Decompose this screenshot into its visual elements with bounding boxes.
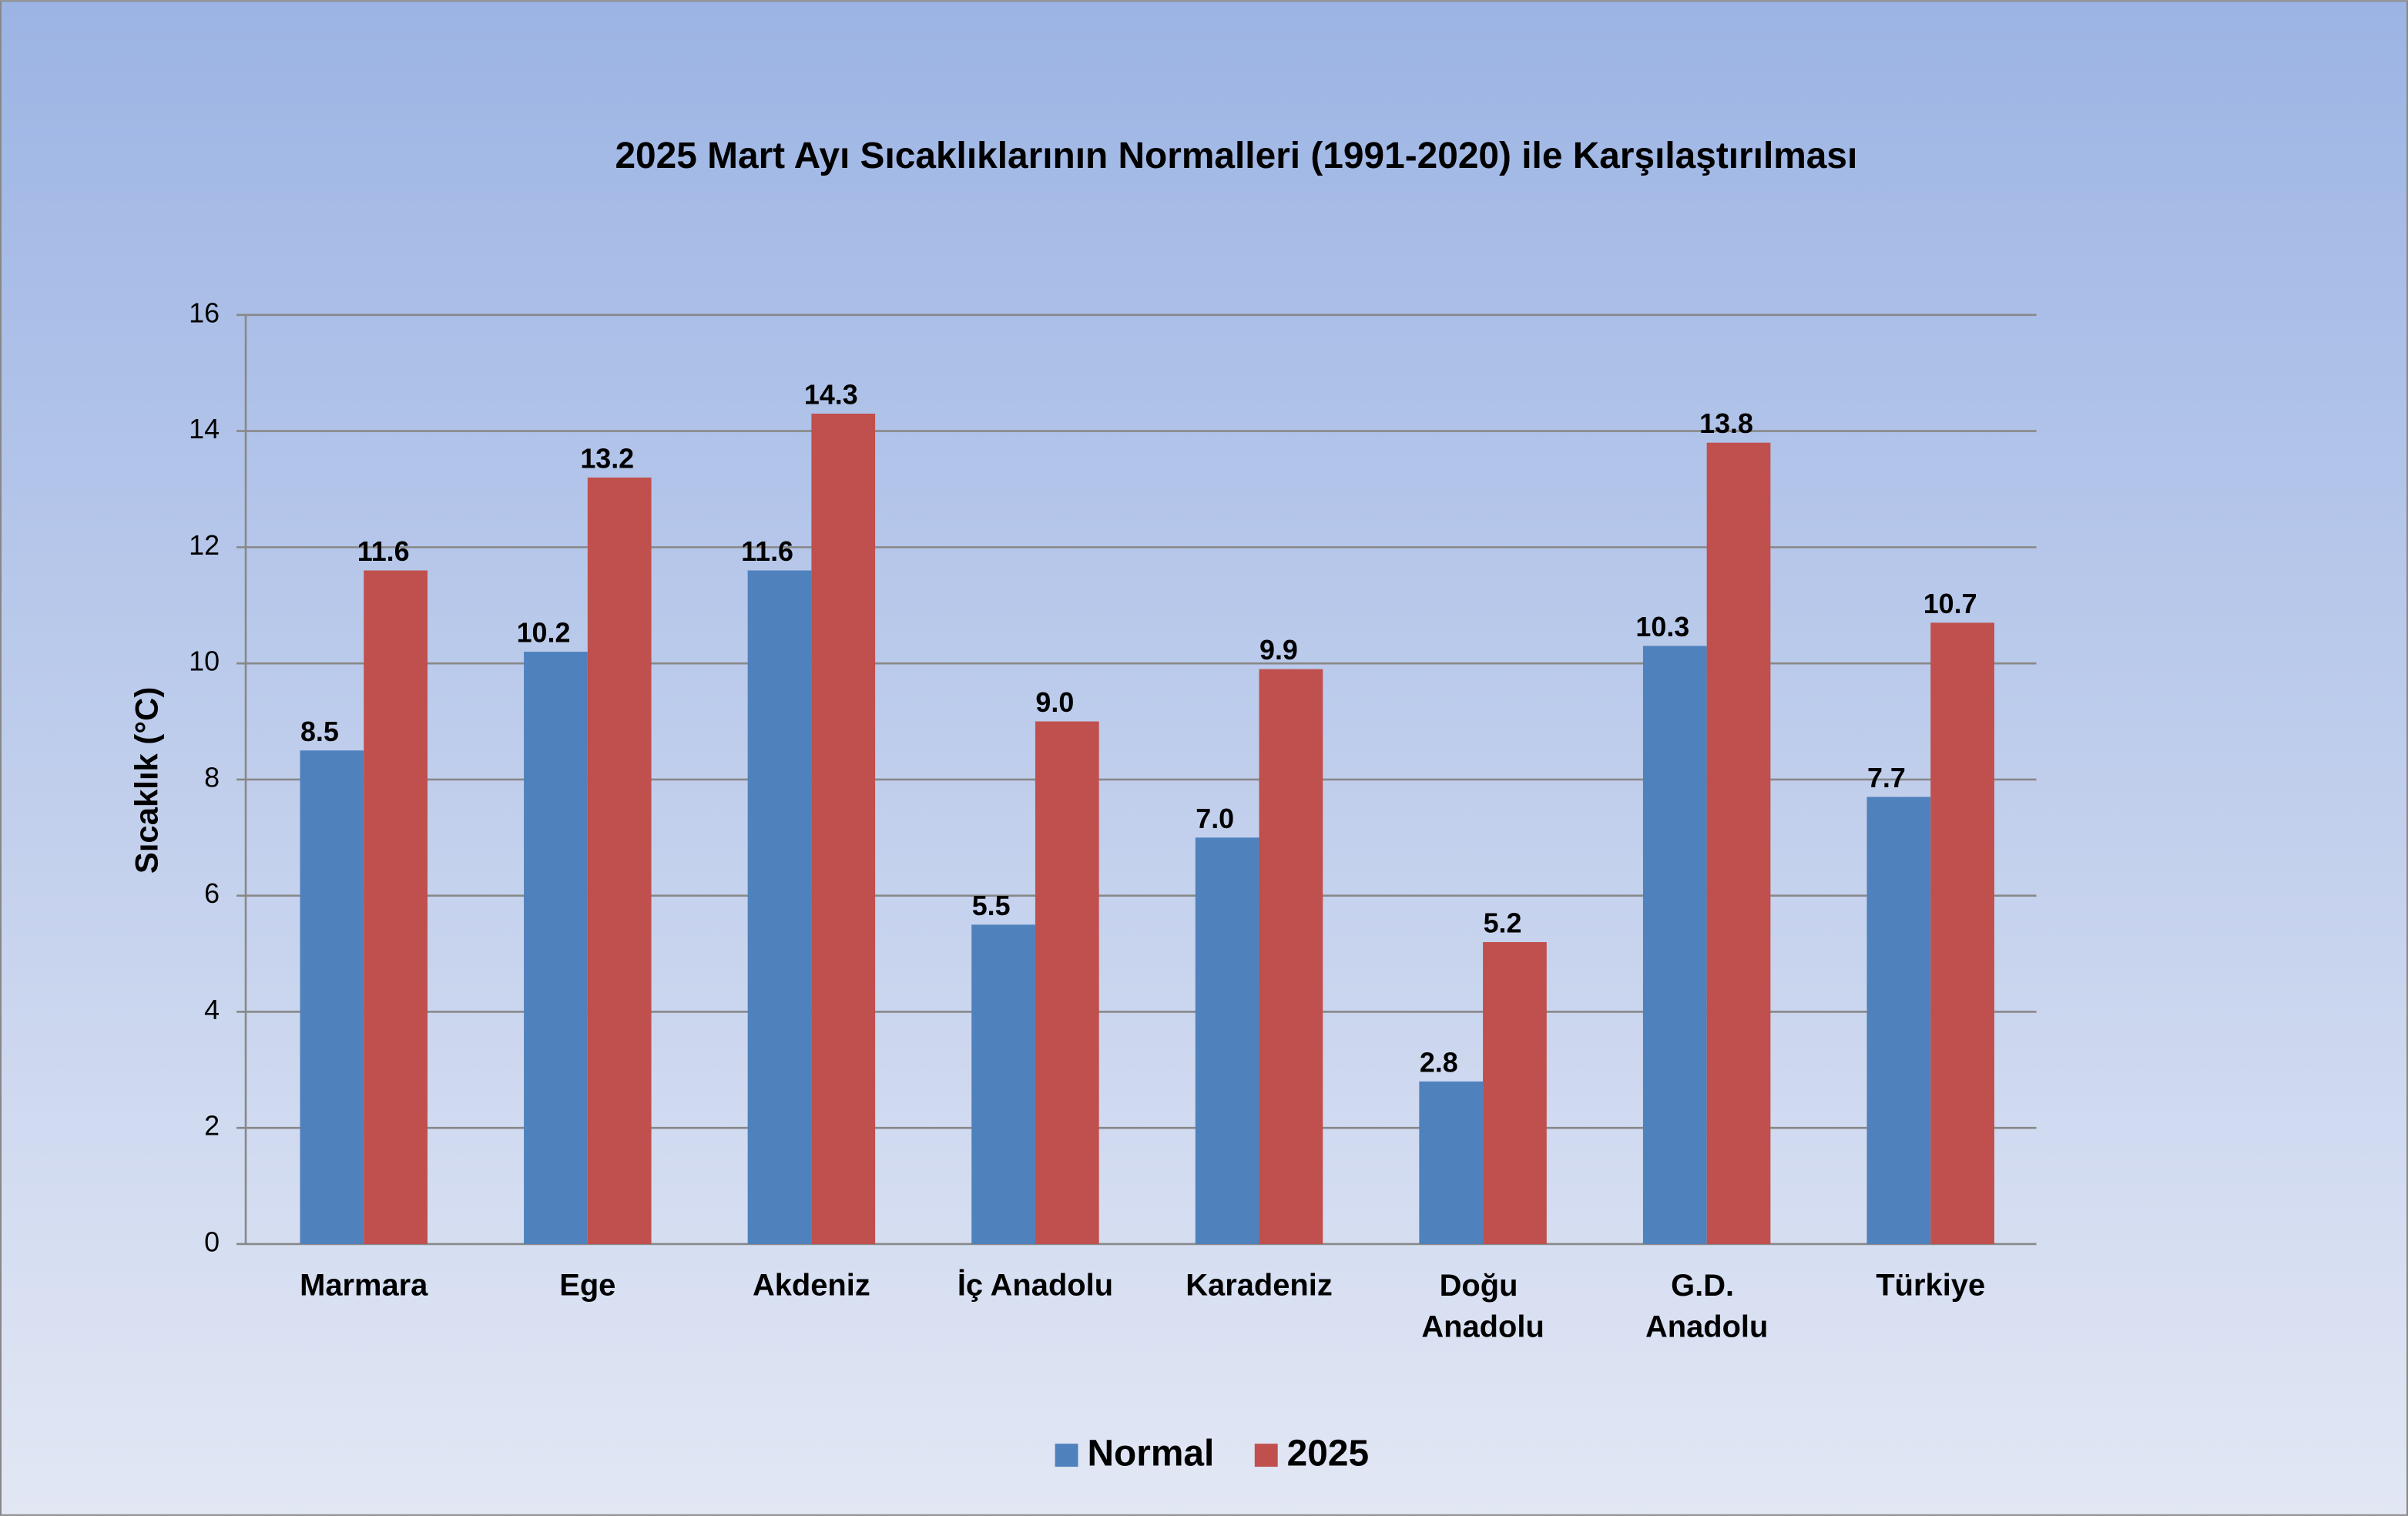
x-tick-label: Ege [559, 1268, 615, 1302]
y-tick-label: 2 [204, 1111, 220, 1142]
data-label: 11.6 [357, 536, 410, 567]
bar [1483, 941, 1547, 1244]
data-label: 13.2 [580, 443, 634, 474]
data-label: 9.9 [1259, 635, 1298, 666]
data-label: 11.6 [741, 536, 793, 567]
bar [364, 570, 428, 1244]
legend-swatch [1254, 1444, 1278, 1467]
bar [1642, 646, 1707, 1244]
x-tick-label: Doğu Anadolu [1421, 1268, 1544, 1343]
bar [587, 477, 652, 1244]
data-label: 10.3 [1635, 612, 1689, 642]
y-axis-label: Sıcaklık (°C) [128, 687, 164, 874]
y-tick-label: 16 [189, 297, 220, 328]
data-label: 10.2 [517, 618, 571, 649]
bar [1419, 1081, 1484, 1244]
x-tick-label: Türkiye [1876, 1268, 1985, 1302]
chart-title: 2025 Mart Ayı Sıcaklıklarının Normalleri… [615, 136, 1857, 176]
bar [524, 652, 588, 1244]
x-tick-label: G.D. Anadolu [1645, 1268, 1768, 1343]
y-tick-label: 0 [204, 1226, 220, 1257]
bar [1866, 797, 1931, 1244]
data-label: 8.5 [300, 716, 339, 747]
data-label: 10.7 [1923, 589, 1977, 619]
bar [1930, 622, 1994, 1244]
bar [1035, 721, 1099, 1244]
x-tick-label: Marmara [300, 1268, 428, 1302]
data-label: 5.5 [972, 890, 1011, 921]
data-label: 7.0 [1196, 803, 1234, 834]
data-label: 2.8 [1420, 1047, 1458, 1078]
y-tick-label: 4 [204, 994, 220, 1025]
legend-label: Normal [1087, 1434, 1214, 1474]
data-label: 5.2 [1484, 908, 1522, 939]
legend-label: 2025 [1287, 1434, 1369, 1474]
bar [1706, 442, 1771, 1244]
data-label: 7.7 [1867, 763, 1906, 793]
x-tick-label: Akdeniz [753, 1268, 870, 1302]
x-tick-label: İç Anadolu [957, 1268, 1113, 1302]
bar [1195, 837, 1259, 1244]
legend-swatch [1055, 1444, 1078, 1467]
y-tick-label: 14 [189, 414, 220, 444]
bar [747, 570, 812, 1244]
data-label: 14.3 [804, 380, 858, 411]
data-label: 13.8 [1699, 408, 1753, 439]
bar [971, 924, 1035, 1244]
y-tick-label: 8 [204, 762, 220, 793]
y-tick-label: 6 [204, 878, 220, 909]
data-label: 9.0 [1035, 687, 1074, 718]
bar [811, 413, 876, 1244]
bar [1259, 669, 1323, 1244]
bar [300, 750, 364, 1244]
x-tick-label: Karadeniz [1186, 1268, 1333, 1302]
y-tick-label: 12 [189, 530, 220, 561]
y-tick-label: 10 [189, 646, 220, 677]
